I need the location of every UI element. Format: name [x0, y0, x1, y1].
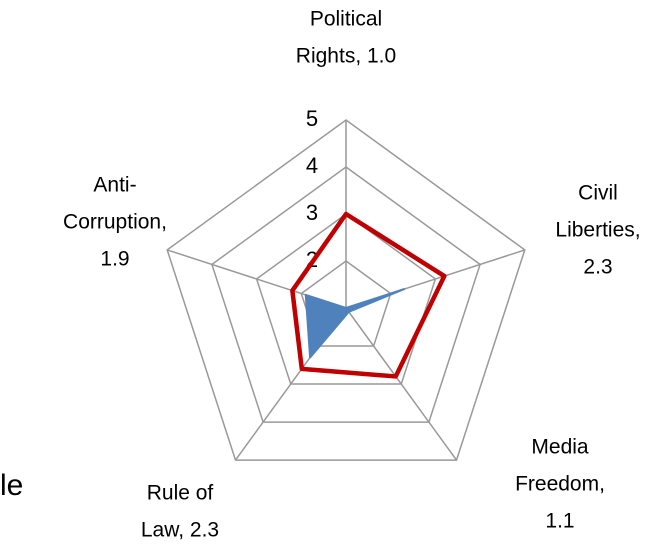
category-label: Liberties,: [555, 219, 640, 242]
tick-label: 3: [306, 200, 318, 225]
category-label: Law, 2.3: [141, 519, 219, 542]
category-label: Civil: [578, 182, 618, 205]
radar-area: [304, 288, 406, 359]
tick-label: 5: [306, 106, 318, 131]
category-label: 2.3: [583, 256, 612, 279]
grid-ring: [255, 213, 437, 385]
grid-ring: [211, 166, 481, 423]
category-label: Media: [531, 436, 589, 459]
category-label: Rule of: [147, 482, 214, 505]
tick-label: 4: [306, 153, 318, 178]
category-label: Rights, 1.0: [296, 45, 396, 68]
grid-ring: [300, 260, 392, 347]
category-label: Corruption,: [63, 211, 167, 234]
radar-line: [290, 211, 447, 379]
category-label: Political: [310, 8, 382, 31]
grid-ring: [166, 119, 526, 461]
category-label: Anti-: [93, 174, 136, 197]
category-label: 1.1: [545, 510, 574, 533]
cut-off-text: le: [0, 469, 23, 502]
category-label: 1.9: [100, 248, 129, 271]
category-label: Freedom,: [515, 473, 605, 496]
spoke: [345, 307, 458, 461]
